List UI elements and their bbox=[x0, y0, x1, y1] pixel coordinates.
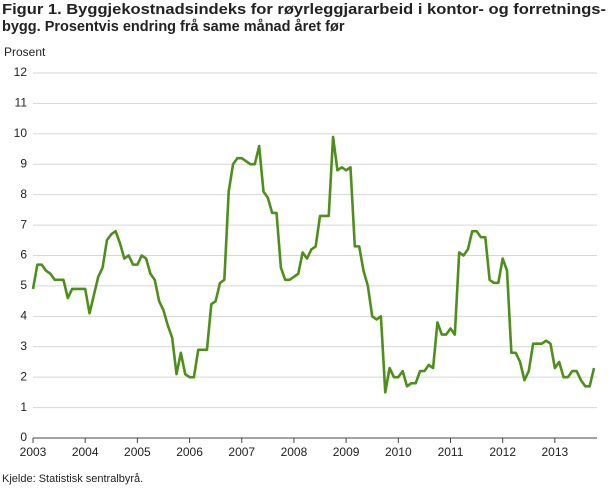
x-tick-label: 2006 bbox=[176, 445, 203, 459]
y-tick-label: 6 bbox=[20, 248, 27, 262]
x-tick-label: 2012 bbox=[489, 445, 516, 459]
x-tick-label: 2005 bbox=[124, 445, 151, 459]
x-tick-label: 2009 bbox=[333, 445, 360, 459]
y-tick-label: 8 bbox=[20, 187, 27, 201]
y-tick-label: 4 bbox=[20, 309, 27, 323]
x-tick-label: 2004 bbox=[72, 445, 99, 459]
y-tick-label: 2 bbox=[20, 369, 27, 383]
y-tick-label: 3 bbox=[20, 339, 27, 353]
y-tick-label: 1 bbox=[20, 400, 27, 414]
y-tick-label: 9 bbox=[20, 156, 27, 170]
x-tick-label: 2003 bbox=[20, 445, 47, 459]
source: Kjelde: Statistisk sentralbyrå. bbox=[2, 473, 143, 485]
x-tick-label: 2007 bbox=[228, 445, 255, 459]
y-tick-label: 10 bbox=[14, 126, 28, 140]
chart-title: bygg. Prosentvis endring frå same månad … bbox=[2, 19, 345, 35]
x-tick-label: 2010 bbox=[385, 445, 412, 459]
chart-title: Figur 1. Byggjekostnadsindeks for røyrle… bbox=[2, 2, 606, 18]
y-tick-label: 12 bbox=[14, 65, 28, 79]
y-tick-label: 7 bbox=[20, 217, 27, 231]
data-line bbox=[31, 135, 596, 394]
x-tick-label: 2013 bbox=[542, 445, 569, 459]
y-tick-label: 0 bbox=[20, 430, 27, 444]
x-tick-label: 2008 bbox=[281, 445, 308, 459]
x-tick-label: 2011 bbox=[438, 445, 464, 459]
y-axis-label: Prosent bbox=[4, 45, 46, 59]
y-tick-label: 11 bbox=[15, 96, 28, 110]
y-tick-label: 5 bbox=[20, 278, 27, 292]
